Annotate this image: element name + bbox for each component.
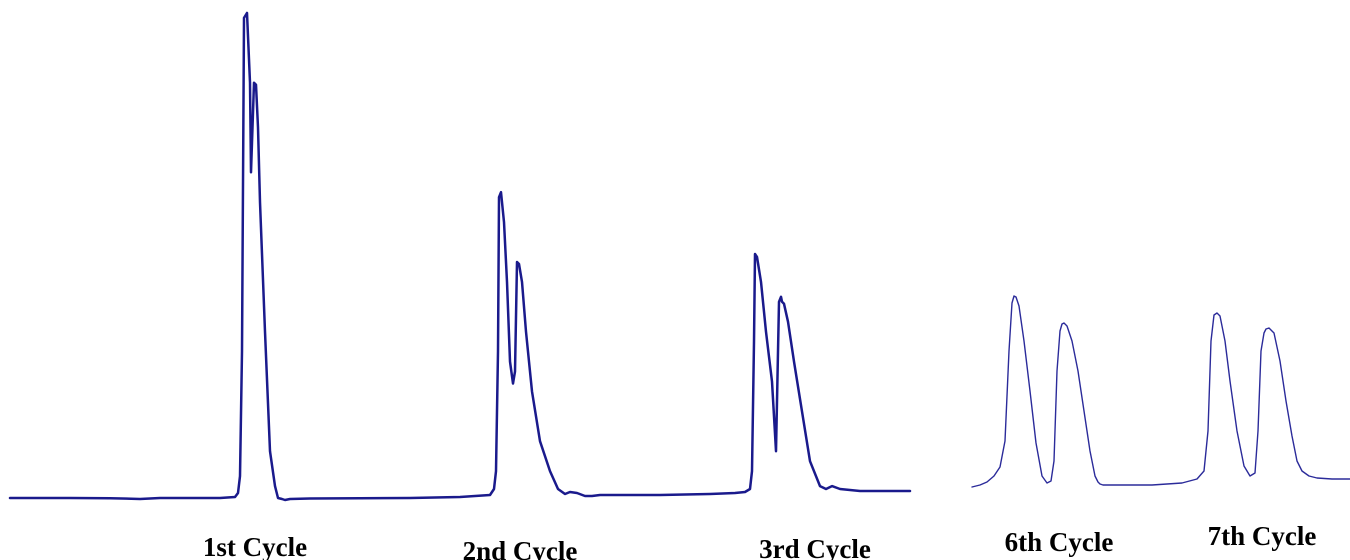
chart-panel-left: 1st Cycle 2nd Cycle 3rd Cycle (8, 11, 912, 560)
cycle-label: 2nd Cycle (463, 536, 578, 560)
cycle-label: 6th Cycle (1005, 527, 1114, 557)
series-line-left-0 (8, 11, 912, 502)
cycle-label: 7th Cycle (1208, 521, 1317, 551)
chart-panel-right: 6th Cycle 7th Cycle (971, 295, 1350, 557)
series-line-right-0 (971, 295, 1350, 488)
cycle-label: 3rd Cycle (759, 534, 871, 560)
cycle-label: 1st Cycle (203, 532, 307, 560)
